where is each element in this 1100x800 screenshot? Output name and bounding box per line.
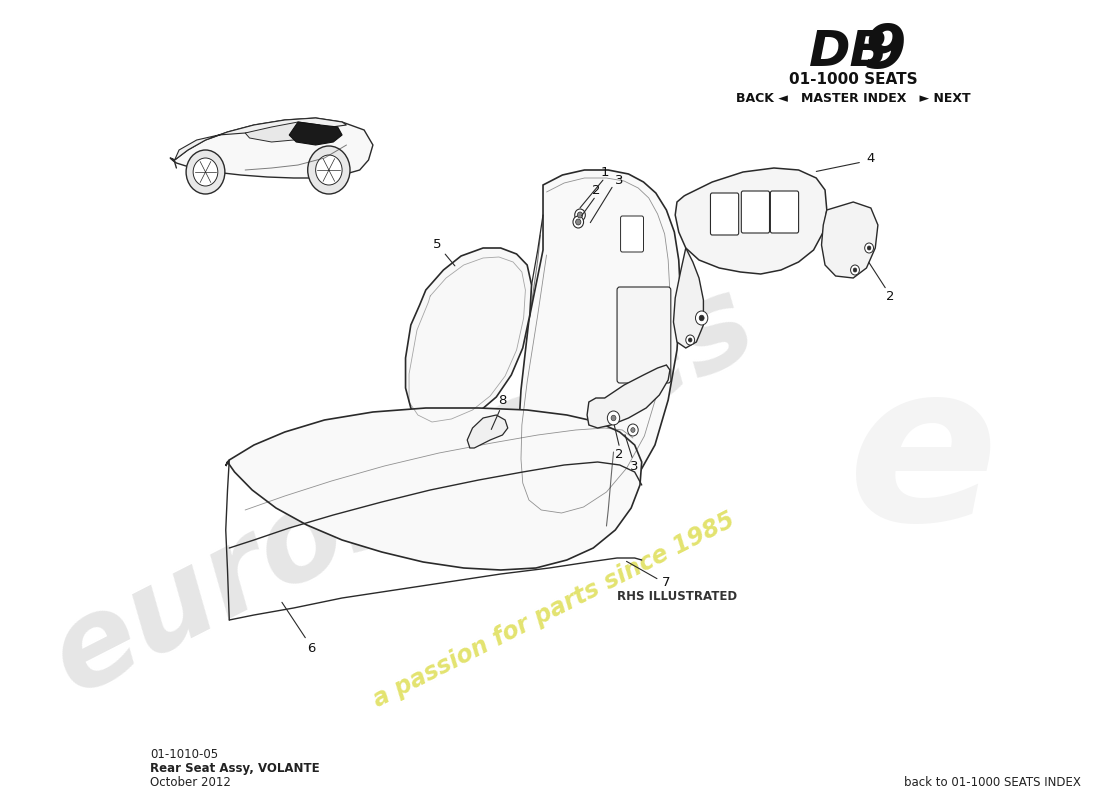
- Text: 8: 8: [498, 394, 507, 406]
- Polygon shape: [822, 202, 878, 278]
- Circle shape: [685, 335, 694, 345]
- Polygon shape: [587, 365, 670, 428]
- Circle shape: [574, 209, 585, 221]
- Text: BACK ◄   MASTER INDEX   ► NEXT: BACK ◄ MASTER INDEX ► NEXT: [736, 92, 970, 105]
- Circle shape: [308, 146, 350, 194]
- Circle shape: [628, 424, 638, 436]
- Circle shape: [578, 212, 583, 218]
- Circle shape: [316, 155, 342, 185]
- Circle shape: [865, 243, 873, 253]
- Text: 2: 2: [615, 449, 624, 462]
- Text: a passion for parts since 1985: a passion for parts since 1985: [368, 508, 738, 712]
- Text: back to 01-1000 SEATS INDEX: back to 01-1000 SEATS INDEX: [904, 776, 1080, 789]
- Polygon shape: [675, 168, 827, 274]
- Text: 01-1010-05: 01-1010-05: [150, 748, 218, 761]
- Polygon shape: [518, 170, 681, 525]
- Polygon shape: [245, 122, 320, 142]
- Circle shape: [630, 427, 635, 432]
- Circle shape: [700, 315, 704, 321]
- Text: 1: 1: [601, 166, 609, 178]
- Polygon shape: [170, 118, 373, 178]
- Text: DB: DB: [810, 28, 889, 76]
- Text: 6: 6: [307, 642, 316, 654]
- Circle shape: [695, 311, 707, 325]
- Text: 2: 2: [886, 290, 894, 302]
- Polygon shape: [175, 118, 346, 160]
- Polygon shape: [468, 415, 508, 448]
- Polygon shape: [289, 122, 342, 145]
- FancyBboxPatch shape: [617, 287, 671, 383]
- Circle shape: [867, 246, 871, 250]
- Text: 01-1000 SEATS: 01-1000 SEATS: [789, 72, 917, 87]
- Circle shape: [575, 219, 581, 225]
- Circle shape: [607, 411, 619, 425]
- Text: e: e: [848, 353, 999, 567]
- FancyBboxPatch shape: [741, 191, 770, 233]
- Text: RHS ILLUSTRATED: RHS ILLUSTRATED: [617, 590, 737, 603]
- Text: eurospares: eurospares: [33, 262, 774, 718]
- FancyBboxPatch shape: [711, 193, 739, 235]
- Text: 7: 7: [662, 577, 671, 590]
- Text: 4: 4: [867, 151, 875, 165]
- Circle shape: [854, 268, 857, 272]
- Circle shape: [689, 338, 692, 342]
- Text: 5: 5: [433, 238, 441, 251]
- Text: 2: 2: [592, 183, 601, 197]
- Text: 3: 3: [615, 174, 624, 186]
- Circle shape: [850, 265, 859, 275]
- Text: 9: 9: [864, 22, 906, 81]
- Text: Rear Seat Assy, VOLANTE: Rear Seat Assy, VOLANTE: [150, 762, 320, 775]
- Polygon shape: [406, 248, 531, 425]
- Circle shape: [573, 216, 584, 228]
- Circle shape: [186, 150, 224, 194]
- Polygon shape: [226, 408, 641, 570]
- Circle shape: [612, 415, 616, 421]
- Text: 3: 3: [630, 461, 639, 474]
- Text: October 2012: October 2012: [150, 776, 231, 789]
- Circle shape: [194, 158, 218, 186]
- FancyBboxPatch shape: [770, 191, 799, 233]
- FancyBboxPatch shape: [620, 216, 644, 252]
- Polygon shape: [673, 248, 703, 348]
